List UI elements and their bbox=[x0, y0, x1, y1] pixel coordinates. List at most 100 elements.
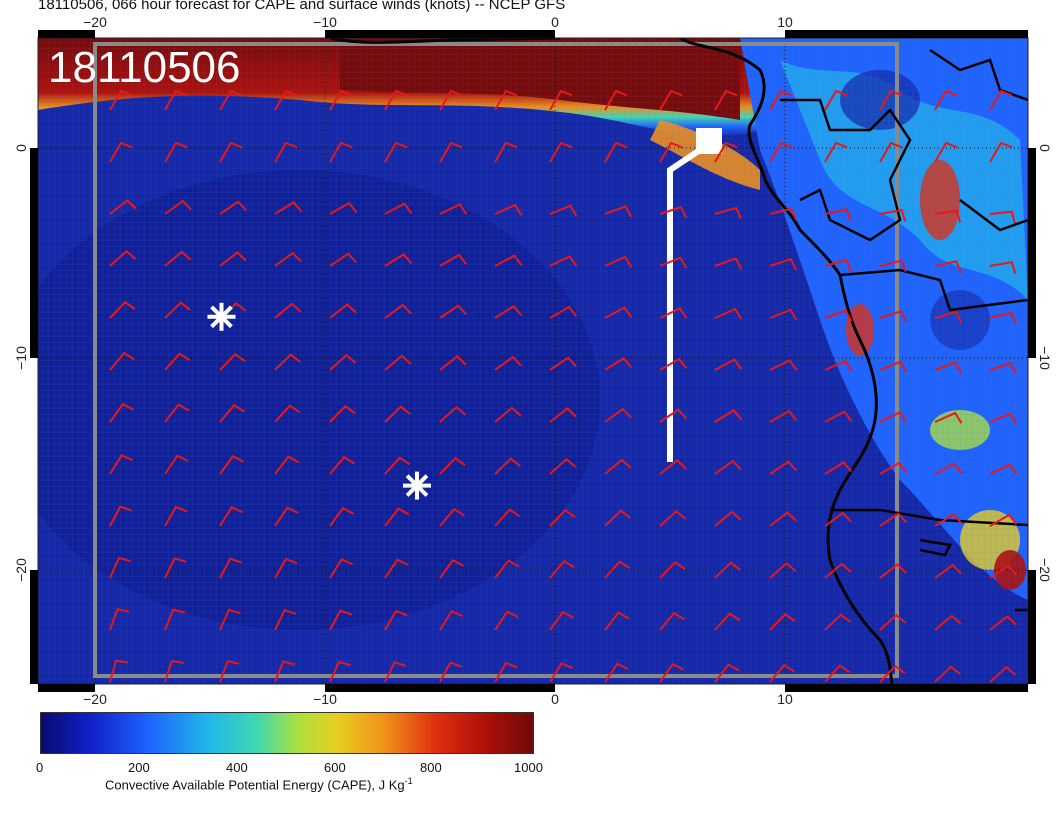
wind-barb bbox=[714, 510, 742, 527]
wind-barb bbox=[439, 89, 463, 111]
wind-barb bbox=[329, 404, 356, 423]
wind-barb bbox=[989, 89, 1013, 111]
colorbar-label-1000: 1000 bbox=[514, 760, 543, 775]
wind-barb bbox=[989, 564, 1018, 579]
wind-barb bbox=[659, 408, 688, 423]
colorbar-title: Convective Available Potential Energy (C… bbox=[105, 776, 413, 792]
wind-barb bbox=[274, 609, 297, 631]
wind-barb bbox=[329, 89, 353, 111]
wind-barb bbox=[109, 300, 136, 319]
wind-barb bbox=[714, 307, 743, 320]
wind-barb bbox=[274, 506, 299, 527]
wind-barb bbox=[769, 561, 797, 579]
wind-barb bbox=[439, 661, 462, 683]
wind-barb bbox=[549, 89, 573, 111]
wind-barb bbox=[604, 89, 628, 111]
wind-barb bbox=[549, 255, 578, 267]
wind-barb bbox=[329, 252, 358, 267]
wind-barb bbox=[384, 456, 411, 475]
wind-barb bbox=[879, 613, 907, 631]
wind-barb bbox=[549, 356, 578, 371]
wind-barb bbox=[824, 410, 853, 423]
wind-barb bbox=[934, 411, 963, 424]
wind-barb bbox=[109, 402, 135, 423]
wind-barb bbox=[164, 659, 184, 683]
wind-barb bbox=[714, 141, 738, 163]
wind-barb bbox=[769, 89, 793, 111]
wind-barb bbox=[989, 665, 1017, 683]
wind-barb bbox=[824, 664, 851, 683]
wind-barb bbox=[384, 661, 407, 683]
wind-barb bbox=[439, 304, 468, 319]
wind-barb bbox=[494, 141, 518, 163]
wind-barb bbox=[384, 303, 412, 319]
wind-barb bbox=[824, 461, 853, 475]
wind-barb bbox=[824, 141, 848, 163]
markers bbox=[207, 302, 431, 500]
wind-barb bbox=[329, 558, 354, 579]
wind-barb bbox=[549, 141, 573, 163]
y-tick-left-1: 0 bbox=[13, 144, 29, 152]
wind-barb bbox=[604, 509, 631, 527]
wind-barb bbox=[989, 412, 1018, 425]
wind-barb bbox=[659, 205, 688, 219]
wind-barb bbox=[164, 141, 188, 163]
wind-barb bbox=[714, 663, 740, 683]
wind-barb bbox=[989, 463, 1018, 475]
wind-barb bbox=[384, 253, 413, 267]
wind-barb bbox=[494, 406, 522, 423]
wind-barb bbox=[714, 409, 743, 423]
wind-barb bbox=[494, 661, 518, 683]
wind-barb bbox=[164, 557, 187, 579]
x-tick-bottom-1: −20 bbox=[83, 691, 107, 707]
wind-barb bbox=[439, 558, 465, 579]
cape-field bbox=[38, 38, 1028, 684]
wind-barb bbox=[219, 557, 242, 579]
wind-barb bbox=[549, 508, 576, 527]
wind-barb bbox=[714, 89, 738, 111]
wind-barb bbox=[219, 454, 245, 475]
wind-barb bbox=[714, 358, 743, 371]
wind-barb bbox=[384, 558, 409, 579]
wind-barb bbox=[549, 559, 575, 579]
wind-barb bbox=[879, 512, 908, 527]
wind-barb bbox=[274, 302, 302, 319]
wind-barb bbox=[329, 353, 357, 371]
wind-barb bbox=[494, 305, 523, 319]
wind-barb bbox=[604, 357, 633, 371]
x-tick-bottom-2: −10 bbox=[313, 691, 337, 707]
wind-barb bbox=[384, 405, 411, 423]
wind-barb bbox=[604, 611, 630, 631]
wind-barb bbox=[769, 612, 796, 631]
wind-barb bbox=[879, 259, 907, 273]
wind-barb bbox=[274, 141, 298, 163]
colorbar-title-text: Convective Available Potential Energy (C… bbox=[105, 777, 405, 793]
wind-barb bbox=[714, 561, 741, 579]
wind-barb bbox=[164, 301, 191, 319]
wind-barb bbox=[109, 608, 130, 631]
wind-barb bbox=[769, 359, 798, 371]
wind-barb bbox=[604, 141, 628, 163]
y-tick-left-2: −10 bbox=[13, 346, 29, 370]
wind-barb bbox=[549, 305, 578, 319]
wind-barb bbox=[164, 250, 192, 267]
wind-barb bbox=[659, 357, 688, 371]
date-stamp: 18110506 bbox=[48, 43, 241, 92]
wind-barb bbox=[219, 660, 240, 683]
wind-barb bbox=[219, 506, 244, 527]
wind-barb bbox=[219, 89, 243, 111]
wind-barb bbox=[879, 141, 903, 163]
colorbar-label-200: 200 bbox=[128, 760, 150, 775]
wind-barb bbox=[879, 89, 903, 111]
wind-barb bbox=[329, 141, 353, 163]
wind-barb bbox=[164, 352, 191, 371]
wind-barb bbox=[329, 303, 357, 319]
colorbar-label-0: 0 bbox=[36, 760, 44, 775]
wind-barb bbox=[549, 407, 577, 423]
wind-barb bbox=[384, 507, 410, 527]
wind-barb bbox=[494, 508, 521, 527]
track-endpoint bbox=[696, 128, 722, 154]
wind-barb bbox=[879, 563, 907, 579]
wind-barb bbox=[604, 560, 631, 579]
wind-barb bbox=[934, 462, 963, 475]
